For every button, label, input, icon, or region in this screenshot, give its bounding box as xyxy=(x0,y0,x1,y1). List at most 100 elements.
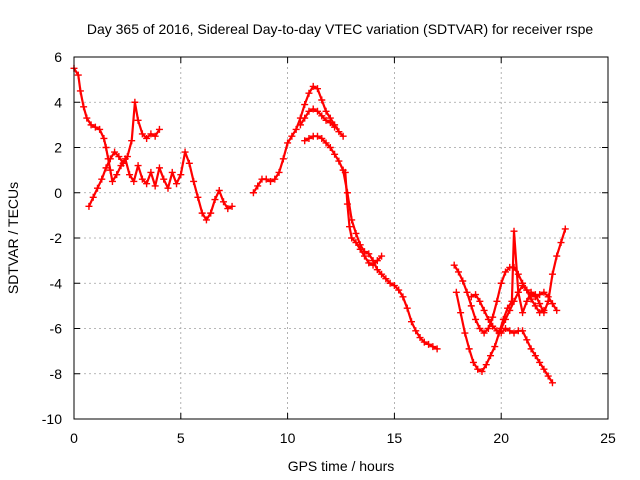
data-point xyxy=(318,96,326,104)
data-point xyxy=(138,130,146,138)
data-point xyxy=(151,132,159,140)
data-point xyxy=(523,336,531,344)
data-point xyxy=(465,345,473,353)
data-point xyxy=(523,286,531,294)
data-point xyxy=(173,180,181,188)
data-point xyxy=(476,297,484,305)
data-point xyxy=(450,261,458,269)
series-line xyxy=(87,101,161,208)
data-point xyxy=(102,144,110,151)
data-point xyxy=(544,372,552,380)
data-point xyxy=(348,234,356,242)
data-point xyxy=(519,282,527,290)
data-point xyxy=(271,175,279,183)
data-point xyxy=(177,171,185,179)
y-tick-label: -10 xyxy=(42,411,62,427)
data-point xyxy=(557,239,565,247)
data-point xyxy=(497,325,505,332)
data-point xyxy=(476,325,484,332)
data-point xyxy=(416,334,424,342)
tick-labels: 0 5 10 15 20 25 -10 -8 -6 -4 -2 0 2 4 6 xyxy=(42,49,616,446)
data-point xyxy=(292,125,300,133)
data-point xyxy=(352,239,360,247)
data-point xyxy=(224,205,232,213)
data-point xyxy=(80,103,88,111)
data-point xyxy=(510,227,518,235)
data-point xyxy=(160,175,168,183)
data-point xyxy=(93,184,101,192)
data-point xyxy=(531,302,539,310)
data-point xyxy=(356,245,364,253)
data-point xyxy=(322,107,330,115)
data-point xyxy=(326,119,334,127)
data-point xyxy=(429,343,437,351)
data-point xyxy=(185,159,193,167)
y-tick-label: 6 xyxy=(54,49,62,65)
data-point xyxy=(254,182,262,190)
series-track-1 xyxy=(70,64,236,224)
series-track-5 xyxy=(301,132,441,353)
grid-lines xyxy=(74,57,608,419)
data-point xyxy=(548,270,556,278)
data-point xyxy=(365,250,373,258)
y-tick-label: 2 xyxy=(54,140,62,156)
data-point xyxy=(484,315,492,323)
data-point xyxy=(461,329,469,337)
data-point xyxy=(98,175,106,183)
axis-ticks xyxy=(73,56,609,420)
y-tick-label: 0 xyxy=(54,185,62,201)
data-point xyxy=(275,168,283,176)
data-point xyxy=(131,98,139,106)
data-point xyxy=(322,139,330,147)
series-track-6 xyxy=(341,168,386,269)
data-point xyxy=(147,168,155,176)
data-point xyxy=(472,291,480,299)
data-point xyxy=(314,85,322,93)
data-point xyxy=(335,157,343,165)
data-point xyxy=(147,130,155,138)
data-point xyxy=(331,150,339,158)
data-point xyxy=(343,200,351,208)
data-point xyxy=(102,164,110,172)
data-point xyxy=(309,105,317,113)
data-point xyxy=(74,71,82,79)
data-point xyxy=(480,329,488,337)
data-point xyxy=(301,101,309,109)
data-point xyxy=(89,193,97,201)
data-point xyxy=(478,367,486,375)
data-point xyxy=(314,107,322,115)
data-point xyxy=(489,322,497,330)
data-point xyxy=(484,325,492,332)
data-point xyxy=(181,148,189,156)
data-point xyxy=(151,182,159,190)
data-point xyxy=(457,309,465,317)
data-point xyxy=(85,202,93,210)
data-point xyxy=(115,153,123,161)
data-point xyxy=(288,132,296,140)
x-tick-label: 15 xyxy=(387,430,403,446)
data-point xyxy=(305,134,313,142)
data-point xyxy=(284,139,292,147)
data-point xyxy=(506,327,514,335)
data-point xyxy=(267,177,275,185)
data-point xyxy=(553,252,561,260)
data-point xyxy=(128,137,136,145)
x-tick-label: 10 xyxy=(280,430,296,446)
data-point xyxy=(536,309,544,317)
data-point xyxy=(369,261,377,269)
data-point xyxy=(390,282,398,290)
data-point xyxy=(487,352,495,360)
data-point xyxy=(463,288,471,296)
data-point xyxy=(155,164,163,172)
series-track-4 xyxy=(296,105,339,131)
data-point xyxy=(493,297,501,305)
data-point xyxy=(326,144,334,151)
data-point xyxy=(433,345,441,353)
series-line xyxy=(455,227,567,373)
data-point xyxy=(305,89,313,97)
series-line xyxy=(303,135,439,350)
series-line xyxy=(252,85,345,194)
y-tick-label: 4 xyxy=(54,94,62,110)
data-point xyxy=(561,225,569,233)
data-point xyxy=(123,153,131,161)
